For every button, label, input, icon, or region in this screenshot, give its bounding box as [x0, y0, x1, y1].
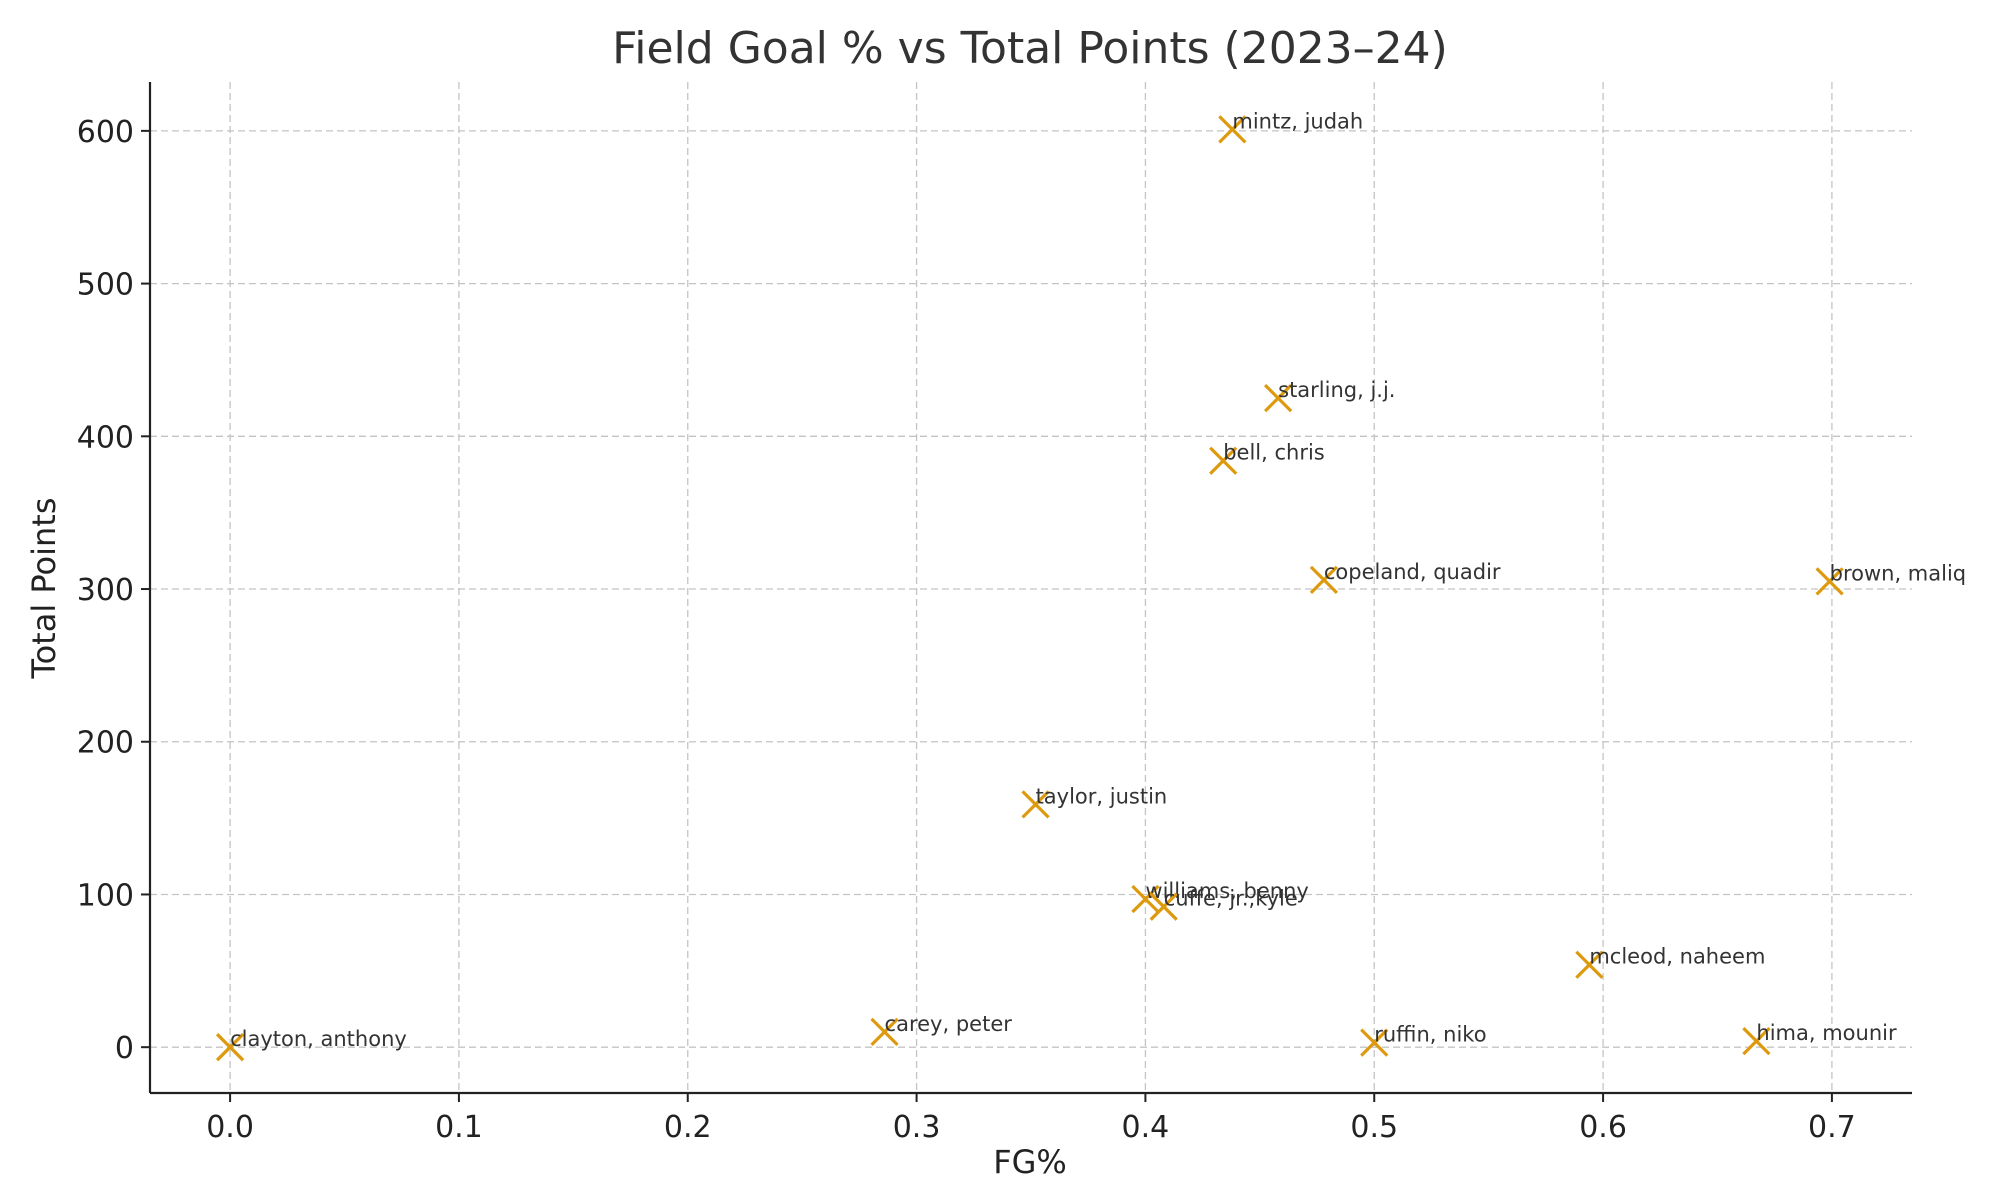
tick-marks: 0.0 0.1 0.2 0.3 0.4 0.5 0.6 0.7 0 100 200 300 400 500…: [77, 115, 1856, 1145]
point-label: starling, j.j.: [1278, 378, 1395, 402]
data-point: bell, chris: [1209, 441, 1325, 475]
x-marker: [1209, 446, 1238, 475]
point-label: copeland, quadir: [1324, 560, 1501, 584]
point-label: mintz, judah: [1232, 109, 1363, 133]
data-point: clayton, anthony: [215, 1027, 407, 1062]
x-marker: [1149, 892, 1178, 921]
point-label: ruffin, niko: [1374, 1023, 1486, 1047]
y-tick-label: 100: [77, 878, 134, 913]
y-tick-label: 600: [77, 115, 134, 150]
data-point: mintz, judah: [1218, 109, 1363, 144]
point-label: taylor, justin: [1036, 784, 1168, 808]
data-point: carey, peter: [870, 1012, 1013, 1047]
x-tick-label: 0.6: [1579, 1110, 1627, 1145]
x-marker: [1131, 884, 1160, 914]
x-tick-label: 0.3: [893, 1110, 941, 1145]
x-marker: [1309, 565, 1339, 594]
y-tick-label: 200: [77, 726, 134, 761]
y-tick-label: 400: [77, 420, 134, 455]
x-tick-label: 0.0: [206, 1110, 254, 1145]
x-axis-label: FG%: [993, 1143, 1067, 1181]
data-point: copeland, quadir: [1309, 560, 1501, 594]
x-marker: [1742, 1026, 1771, 1056]
x-marker: [870, 1017, 899, 1047]
point-label: bell, chris: [1223, 441, 1325, 465]
point-label: clayton, anthony: [230, 1027, 407, 1051]
axes: [148, 82, 1912, 1095]
chart-title: Field Goal % vs Total Points (2023–24): [612, 23, 1448, 74]
data-point: cuffe, jr.,kyle: [1149, 887, 1298, 921]
point-label: hima, mounir: [1756, 1021, 1897, 1045]
data-point: taylor, justin: [1021, 784, 1168, 819]
point-label: mcleod, naheem: [1589, 945, 1765, 969]
x-marker: [1218, 115, 1247, 144]
data-points: mintz, judah starling, j.j. bell, chris cop…: [215, 109, 1967, 1062]
x-marker: [1815, 567, 1844, 596]
y-tick-label: 300: [77, 573, 134, 608]
y-tick-label: 0: [115, 1031, 134, 1066]
y-tick-label: 500: [77, 268, 134, 303]
x-tick-label: 0.1: [435, 1110, 483, 1145]
x-marker: [1575, 950, 1604, 979]
x-marker: [215, 1033, 245, 1062]
point-label: carey, peter: [885, 1012, 1013, 1036]
x-tick-label: 0.7: [1808, 1110, 1856, 1145]
x-marker: [1264, 383, 1293, 413]
grid-lines: [150, 82, 1912, 1093]
data-point: starling, j.j.: [1264, 378, 1395, 413]
data-point: hima, mounir: [1742, 1021, 1897, 1056]
y-axis-label: Total Points: [25, 497, 63, 679]
x-tick-label: 0.5: [1350, 1110, 1398, 1145]
data-point: ruffin, niko: [1360, 1023, 1487, 1057]
data-point: mcleod, naheem: [1575, 945, 1765, 979]
data-point: brown, maliq: [1815, 561, 1967, 596]
x-tick-label: 0.2: [664, 1110, 712, 1145]
point-label: brown, maliq: [1830, 561, 1967, 585]
point-label: cuffe, jr.,kyle: [1164, 887, 1298, 911]
x-marker: [1021, 790, 1050, 819]
x-marker: [1360, 1028, 1389, 1057]
x-tick-label: 0.4: [1122, 1110, 1170, 1145]
